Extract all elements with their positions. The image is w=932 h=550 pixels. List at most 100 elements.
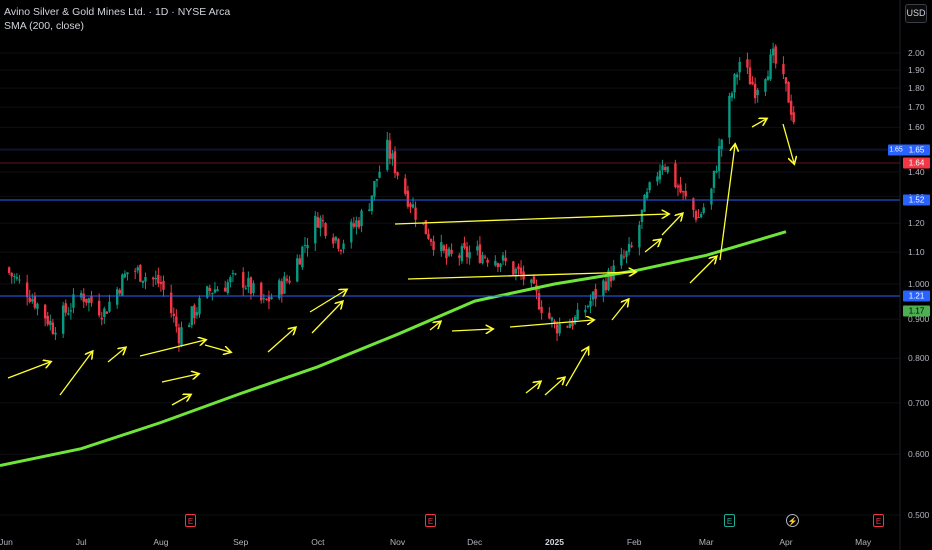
- candle-body: [262, 298, 266, 300]
- candle-body: [694, 211, 698, 220]
- candle-body: [249, 277, 253, 294]
- candle-body: [512, 261, 515, 275]
- candle-body: [733, 74, 736, 93]
- annotation-arrow: [544, 378, 564, 396]
- earnings-event-icon[interactable]: E: [724, 514, 735, 527]
- candle-body: [715, 171, 718, 173]
- candle-body: [787, 81, 790, 103]
- candle-body: [36, 303, 39, 309]
- candle-body: [478, 244, 482, 263]
- prior-price-value-label: 1.65: [903, 144, 930, 156]
- price-tick-label: 1.20: [908, 218, 925, 229]
- chart-legend: Avino Silver & Gold Mines Ltd. · 1D · NY…: [4, 5, 230, 33]
- candle-body: [242, 272, 245, 288]
- candle-body: [666, 166, 669, 173]
- candle-body: [33, 296, 37, 308]
- candle-body: [548, 312, 551, 319]
- candle-body: [699, 213, 703, 218]
- candle-body: [139, 264, 142, 282]
- candle-body: [622, 256, 626, 258]
- candle-body: [278, 280, 281, 299]
- candle-body: [298, 258, 302, 265]
- candle-body: [558, 323, 561, 334]
- dividend-event-icon[interactable]: ⚡: [786, 514, 799, 527]
- candle-body: [638, 224, 641, 248]
- sma-value-label: 1.17: [903, 305, 930, 317]
- candle-body: [87, 298, 91, 304]
- candle-body: [370, 195, 374, 211]
- candle-body: [90, 295, 93, 303]
- annotation-arrow: [451, 329, 492, 331]
- candle-body: [571, 320, 574, 327]
- candle-body: [771, 48, 775, 56]
- candle-body: [357, 220, 361, 228]
- candle-body: [586, 306, 590, 308]
- candle-body: [378, 171, 381, 178]
- candle-body: [396, 172, 399, 176]
- earnings-event-icon[interactable]: E: [873, 514, 884, 527]
- candle-body: [105, 311, 109, 314]
- annotation-arrow: [394, 214, 668, 225]
- price-tick-label: 1.70: [908, 102, 925, 113]
- candle-body: [121, 274, 124, 296]
- candle-body: [15, 277, 19, 279]
- candle-body: [594, 288, 597, 299]
- currency-button[interactable]: USD: [905, 4, 927, 23]
- candle-body: [123, 273, 127, 278]
- candle-body: [54, 332, 57, 335]
- candle-body: [126, 272, 129, 275]
- candle-body: [463, 242, 466, 248]
- candle-body: [43, 304, 47, 319]
- candle-body: [61, 305, 65, 334]
- candle-body: [373, 181, 376, 197]
- candle-body: [442, 245, 446, 251]
- candle-body: [432, 241, 435, 250]
- candle-body: [481, 254, 484, 264]
- candle-body: [774, 46, 777, 64]
- candle-body: [316, 217, 320, 228]
- candle-body: [640, 209, 644, 222]
- candle-body: [429, 239, 433, 242]
- candle-body: [252, 283, 255, 294]
- candle-body: [319, 217, 322, 229]
- candle-body: [180, 327, 183, 346]
- indicator-label[interactable]: SMA (200, close): [4, 20, 84, 32]
- candle-body: [458, 255, 461, 258]
- candle-body: [67, 313, 70, 315]
- candle-body: [133, 270, 137, 272]
- earnings-event-icon[interactable]: E: [185, 514, 196, 527]
- candle-body: [224, 287, 227, 292]
- current-price-label: 1.64: [903, 157, 930, 169]
- drawn-arrows[interactable]: [7, 119, 794, 406]
- candle-body: [730, 93, 734, 98]
- candle-body: [702, 207, 705, 213]
- earnings-event-icon[interactable]: E: [425, 514, 436, 527]
- time-tick-label: Mar: [698, 537, 714, 547]
- annotation-arrow: [139, 340, 205, 357]
- annotation-arrow: [719, 145, 735, 261]
- candle-body: [115, 289, 119, 305]
- candle-body: [746, 59, 749, 68]
- candle-body: [332, 237, 335, 244]
- price-tick-label: 2.00: [908, 48, 925, 58]
- candle-body: [674, 163, 677, 188]
- time-tick-label: Dec: [467, 537, 483, 547]
- candle-body: [97, 300, 101, 316]
- annotation-arrow: [267, 328, 295, 353]
- candle-body: [13, 275, 16, 277]
- candle-body: [697, 217, 700, 219]
- candle-body: [198, 298, 201, 315]
- candle-body: [764, 79, 767, 92]
- candle-body: [170, 292, 173, 313]
- candle-body: [735, 74, 739, 78]
- candle-body: [285, 278, 289, 281]
- candle-body: [720, 139, 723, 149]
- candle-body: [576, 309, 579, 320]
- candle-body: [229, 277, 232, 283]
- candle-body: [486, 259, 489, 263]
- candle-body: [375, 179, 379, 181]
- candle-body: [352, 223, 356, 227]
- price-tick-label: 0.600: [908, 449, 930, 460]
- candle-body: [118, 290, 121, 294]
